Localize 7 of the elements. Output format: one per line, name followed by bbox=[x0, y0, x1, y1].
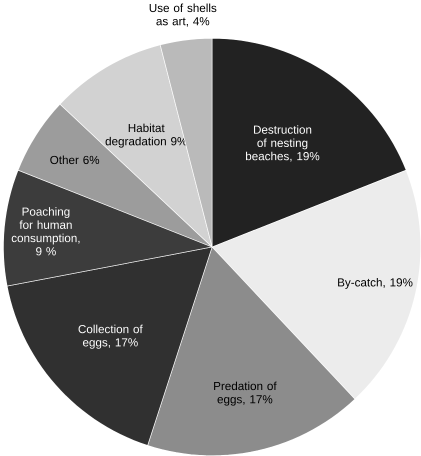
slice-label: Collection of eggs, 17% bbox=[78, 324, 143, 349]
slice-label: Destruction of nesting beaches, 19% bbox=[246, 125, 320, 162]
slice-label: Use of shells as art, 4% bbox=[150, 4, 216, 27]
slice-label: Predation of eggs, 17% bbox=[214, 382, 277, 406]
slice-label: Other 6% bbox=[50, 156, 100, 164]
slice-label: By-catch, 19% bbox=[338, 278, 412, 289]
slice-label: Poaching for human consumption, 9 % bbox=[12, 207, 80, 256]
